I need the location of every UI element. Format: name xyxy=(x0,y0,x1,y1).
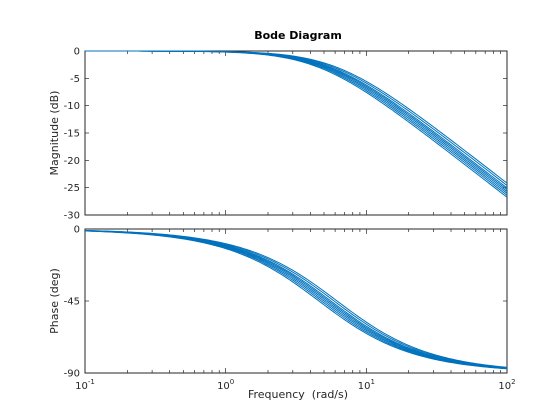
magnitude-series-line xyxy=(85,50,508,192)
phase-series-line xyxy=(84,230,508,370)
phase-y-label: Phase (deg) xyxy=(48,268,61,334)
magnitude-series-line xyxy=(85,50,508,186)
phase-series-line xyxy=(84,230,508,369)
magnitude-y-tick-label: -20 xyxy=(64,156,80,167)
phase-y-tick-label: -45 xyxy=(64,297,80,308)
magnitude-y-tick-label: -30 xyxy=(64,211,80,222)
magnitude-series-line xyxy=(85,50,508,194)
x-tick-label: 102 xyxy=(498,378,515,392)
magnitude-series-line xyxy=(85,50,508,191)
phase-series-line xyxy=(84,230,508,369)
phase-series-line xyxy=(84,230,508,369)
magnitude-y-tick-label: 0 xyxy=(74,47,80,58)
phase-series-line xyxy=(84,230,508,369)
magnitude-series-line xyxy=(85,50,508,196)
magnitude-series-line xyxy=(85,50,508,189)
phase-y-tick-label: 0 xyxy=(74,225,80,236)
x-tick-label: 100 xyxy=(217,378,234,392)
phase-series-line xyxy=(84,229,508,368)
phase-series-line xyxy=(84,230,508,370)
magnitude-y-tick-label: -25 xyxy=(64,183,80,194)
magnitude-y-tick-label: -15 xyxy=(64,129,80,140)
x-tick-label: 10-1 xyxy=(75,378,95,392)
phase-axes-frame xyxy=(84,228,508,374)
magnitude-y-tick-label: -5 xyxy=(70,74,80,85)
phase-series-line xyxy=(84,230,508,369)
magnitude-panel: 0 -5 -10 -15 -20 -25 -30 Magnitude (dB) xyxy=(48,47,508,222)
x-tick-label: 101 xyxy=(358,378,375,392)
magnitude-series-line xyxy=(85,50,508,198)
chart-title: Bode Diagram xyxy=(254,29,342,42)
magnitude-axes-frame xyxy=(84,50,508,216)
x-axis-label: Frequency (rad/s) xyxy=(248,388,348,401)
magnitude-series-line xyxy=(85,50,508,184)
phase-y-tick-label: -90 xyxy=(64,369,80,380)
magnitude-y-label: Magnitude (dB) xyxy=(48,91,61,176)
magnitude-y-tick-label: -10 xyxy=(64,101,80,112)
